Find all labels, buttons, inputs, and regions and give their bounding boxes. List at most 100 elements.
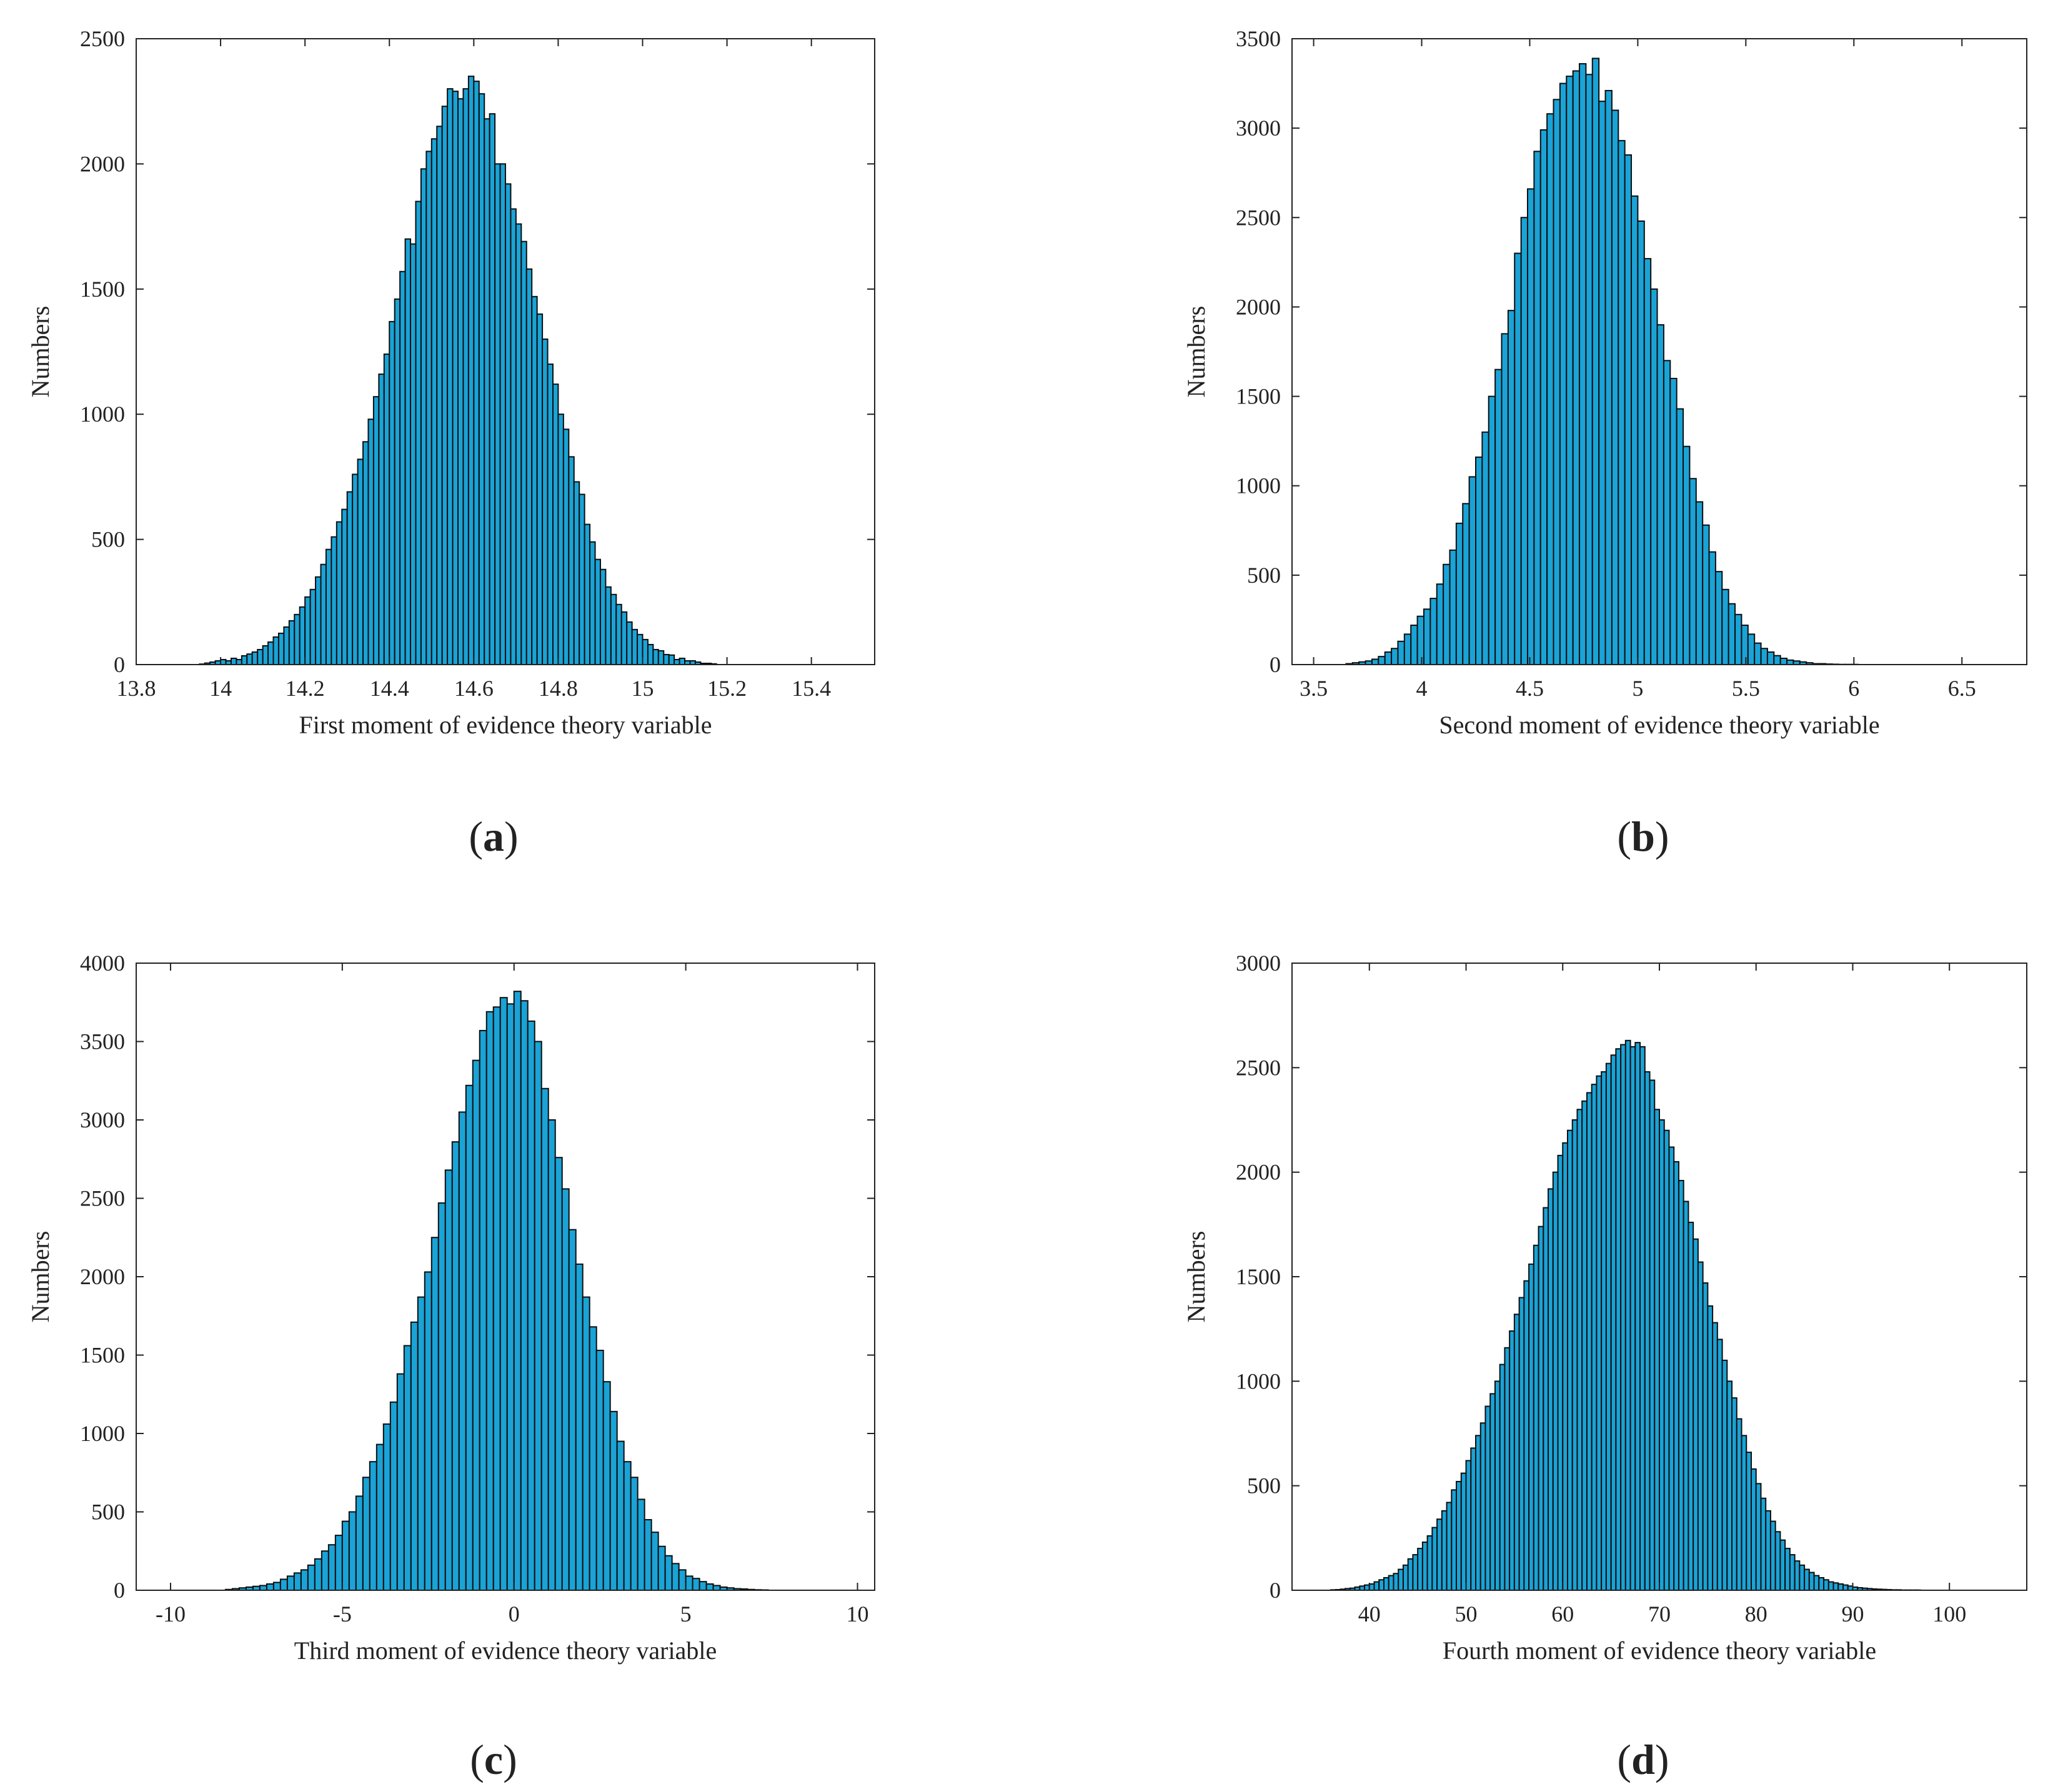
histogram-bar (1567, 1129, 1573, 1591)
y-axis-label: Numbers (26, 306, 54, 398)
histogram-bar (257, 648, 264, 665)
histogram-bar (674, 658, 680, 665)
histogram-bar (307, 1564, 316, 1592)
y-tick-label: 500 (91, 1500, 125, 1525)
histogram-bar (1520, 217, 1529, 666)
histogram-bar (1779, 1539, 1786, 1591)
histogram-bar (410, 1321, 419, 1592)
x-tick-label: 5 (680, 1601, 692, 1626)
histogram-bar (1591, 1084, 1598, 1591)
x-tick-label: 14.8 (539, 676, 578, 701)
histogram-bar (1751, 1468, 1757, 1591)
histogram-bar (1683, 445, 1691, 665)
histogram-bar (698, 1581, 707, 1591)
x-tick-label: 14.6 (454, 676, 494, 701)
x-tick-label: 4.5 (1516, 676, 1544, 701)
histogram-bar (241, 655, 248, 665)
histogram-bar (462, 88, 469, 666)
x-tick-label: 15.2 (707, 676, 747, 701)
histogram-bars (1330, 1039, 1921, 1592)
histogram-bar (1562, 1142, 1569, 1592)
histogram-bar (396, 1373, 405, 1592)
histogram-bar (1421, 1542, 1428, 1592)
histogram-bar (671, 1563, 680, 1592)
histogram-bar (1373, 1581, 1380, 1592)
histogram-bar (1412, 1554, 1419, 1592)
histogram-bar (1548, 1188, 1554, 1591)
histogram-bar (1479, 1422, 1486, 1592)
y-tick-label: 2000 (80, 1264, 125, 1289)
y-tick-label: 0 (114, 1578, 125, 1603)
histogram-bar (705, 1583, 714, 1591)
histogram-bar (1615, 1048, 1622, 1591)
histogram-bar (1643, 258, 1652, 665)
histogram-bar (372, 396, 380, 665)
histogram-bar (1416, 615, 1424, 666)
histogram-bar (1543, 1207, 1549, 1592)
histogram-bar (1455, 522, 1464, 666)
histogram-bar (362, 1477, 370, 1592)
x-tick-label: 3.5 (1300, 676, 1328, 701)
x-tick-label: 5 (1632, 676, 1643, 701)
histogram-bar (1378, 656, 1386, 665)
histogram-bar (513, 991, 522, 1592)
histogram-bar (479, 1029, 487, 1592)
histogram-bar (1663, 360, 1671, 665)
histogram-bar (378, 374, 385, 665)
histogram-bar (1818, 1577, 1825, 1591)
histogram-bar (1697, 1261, 1704, 1591)
histogram-bar (1673, 1161, 1679, 1592)
histogram-bar (1436, 1518, 1443, 1591)
histogram-bar (1566, 76, 1574, 666)
y-tick-label: 0 (1270, 1578, 1281, 1603)
histogram-bar (542, 338, 549, 665)
histogram-bar (630, 1477, 639, 1592)
histogram-bar (321, 1550, 329, 1591)
histogram-bar (605, 586, 612, 665)
histogram-bar (602, 1381, 611, 1591)
histogram-bar (1393, 1573, 1399, 1591)
histogram-bar (1579, 63, 1587, 665)
x-axis-label: Second moment of evidence theory variabl… (1439, 711, 1879, 739)
histogram-bar (609, 1410, 618, 1592)
histogram-bar (1449, 549, 1457, 666)
histogram-bar (272, 1582, 281, 1591)
histogram-bar (1726, 1380, 1733, 1592)
histogram-bar (557, 413, 564, 665)
histogram-bar (1391, 648, 1399, 665)
x-tick-label: 90 (1841, 1601, 1864, 1626)
histogram-bar (1618, 140, 1626, 665)
histogram-bar (562, 428, 570, 665)
histogram-bar (1507, 310, 1516, 665)
histogram-bar (288, 620, 296, 665)
histogram-bar (1702, 524, 1710, 666)
histogram-bar (642, 638, 649, 665)
histogram-bar (236, 658, 242, 665)
x-tick-label: 15.4 (792, 676, 831, 701)
histogram-bar (346, 491, 354, 665)
histogram-bar (341, 1520, 350, 1592)
histogram-bar (1683, 1200, 1689, 1591)
histogram-bar (1716, 1339, 1723, 1591)
histogram-bar (520, 1000, 529, 1591)
histogram-bar (447, 88, 454, 666)
histogram-bar (458, 1111, 467, 1591)
histogram-bar (1397, 640, 1405, 666)
histogram-bar (277, 632, 285, 666)
histogram-bars (1345, 57, 1859, 666)
histogram-bar (623, 1461, 632, 1591)
histogram-bar (320, 563, 327, 665)
histogram-bar (620, 611, 628, 666)
histogram-bar (279, 1578, 288, 1591)
histogram-bar (1707, 1305, 1714, 1592)
histogram-bar (1576, 1109, 1583, 1591)
histogram-bar (1773, 655, 1781, 665)
histogram-bar (1755, 1483, 1762, 1592)
histogram-bar (1760, 648, 1768, 665)
histogram-bar (1402, 1564, 1409, 1592)
x-tick-label: 15 (632, 676, 654, 701)
histogram-bar (1596, 1075, 1603, 1591)
histogram-bar (1423, 608, 1431, 665)
histogram-bar (1678, 1180, 1684, 1592)
histogram-bar (357, 458, 364, 666)
